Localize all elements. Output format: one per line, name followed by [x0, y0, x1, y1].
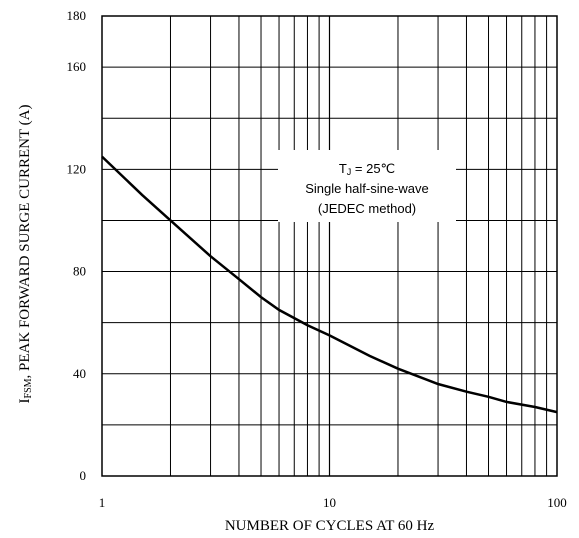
x-tick-label: 100 [547, 495, 567, 510]
y-axis-title-main: I [17, 398, 33, 403]
x-tick-label: 10 [323, 495, 336, 510]
x-axis-title: NUMBER OF CYCLES AT 60 Hz [225, 518, 435, 534]
y-tick-label: 40 [73, 366, 86, 381]
y-axis-title: IFSM, PEAK FORWARD SURGE CURRENT (A) [17, 105, 34, 404]
x-tick-labels: 1 10 100 [99, 495, 567, 510]
annotation-background [278, 150, 456, 222]
grid [102, 16, 557, 476]
y-tick-label: 80 [73, 264, 86, 279]
y-tick-label: 160 [67, 59, 87, 74]
y-tick-labels: 0 40 80 120 160 180 [67, 8, 87, 483]
x-tick-label: 1 [99, 495, 106, 510]
annotation-line-3: (JEDEC method) [318, 201, 416, 216]
annotation-line-2: Single half-sine-wave [305, 181, 429, 196]
annotation-tj-sub: J [347, 167, 352, 177]
plot-frame [101, 15, 558, 477]
annotation-temp: = 25℃ [351, 161, 395, 176]
y-tick-label: 180 [67, 8, 87, 23]
annotation-tj: T [339, 161, 347, 176]
annotation-line-1: TJ = 25℃ [339, 161, 395, 177]
y-tick-label: 120 [67, 161, 87, 176]
y-axis-title-sub: FSM [23, 378, 34, 398]
y-tick-label: 0 [80, 468, 87, 483]
y-axis-title-rest: , PEAK FORWARD SURGE CURRENT (A) [17, 105, 33, 379]
series-line [101, 155, 558, 414]
annotation: TJ = 25℃ Single half-sine-wave (JEDEC me… [278, 150, 456, 222]
